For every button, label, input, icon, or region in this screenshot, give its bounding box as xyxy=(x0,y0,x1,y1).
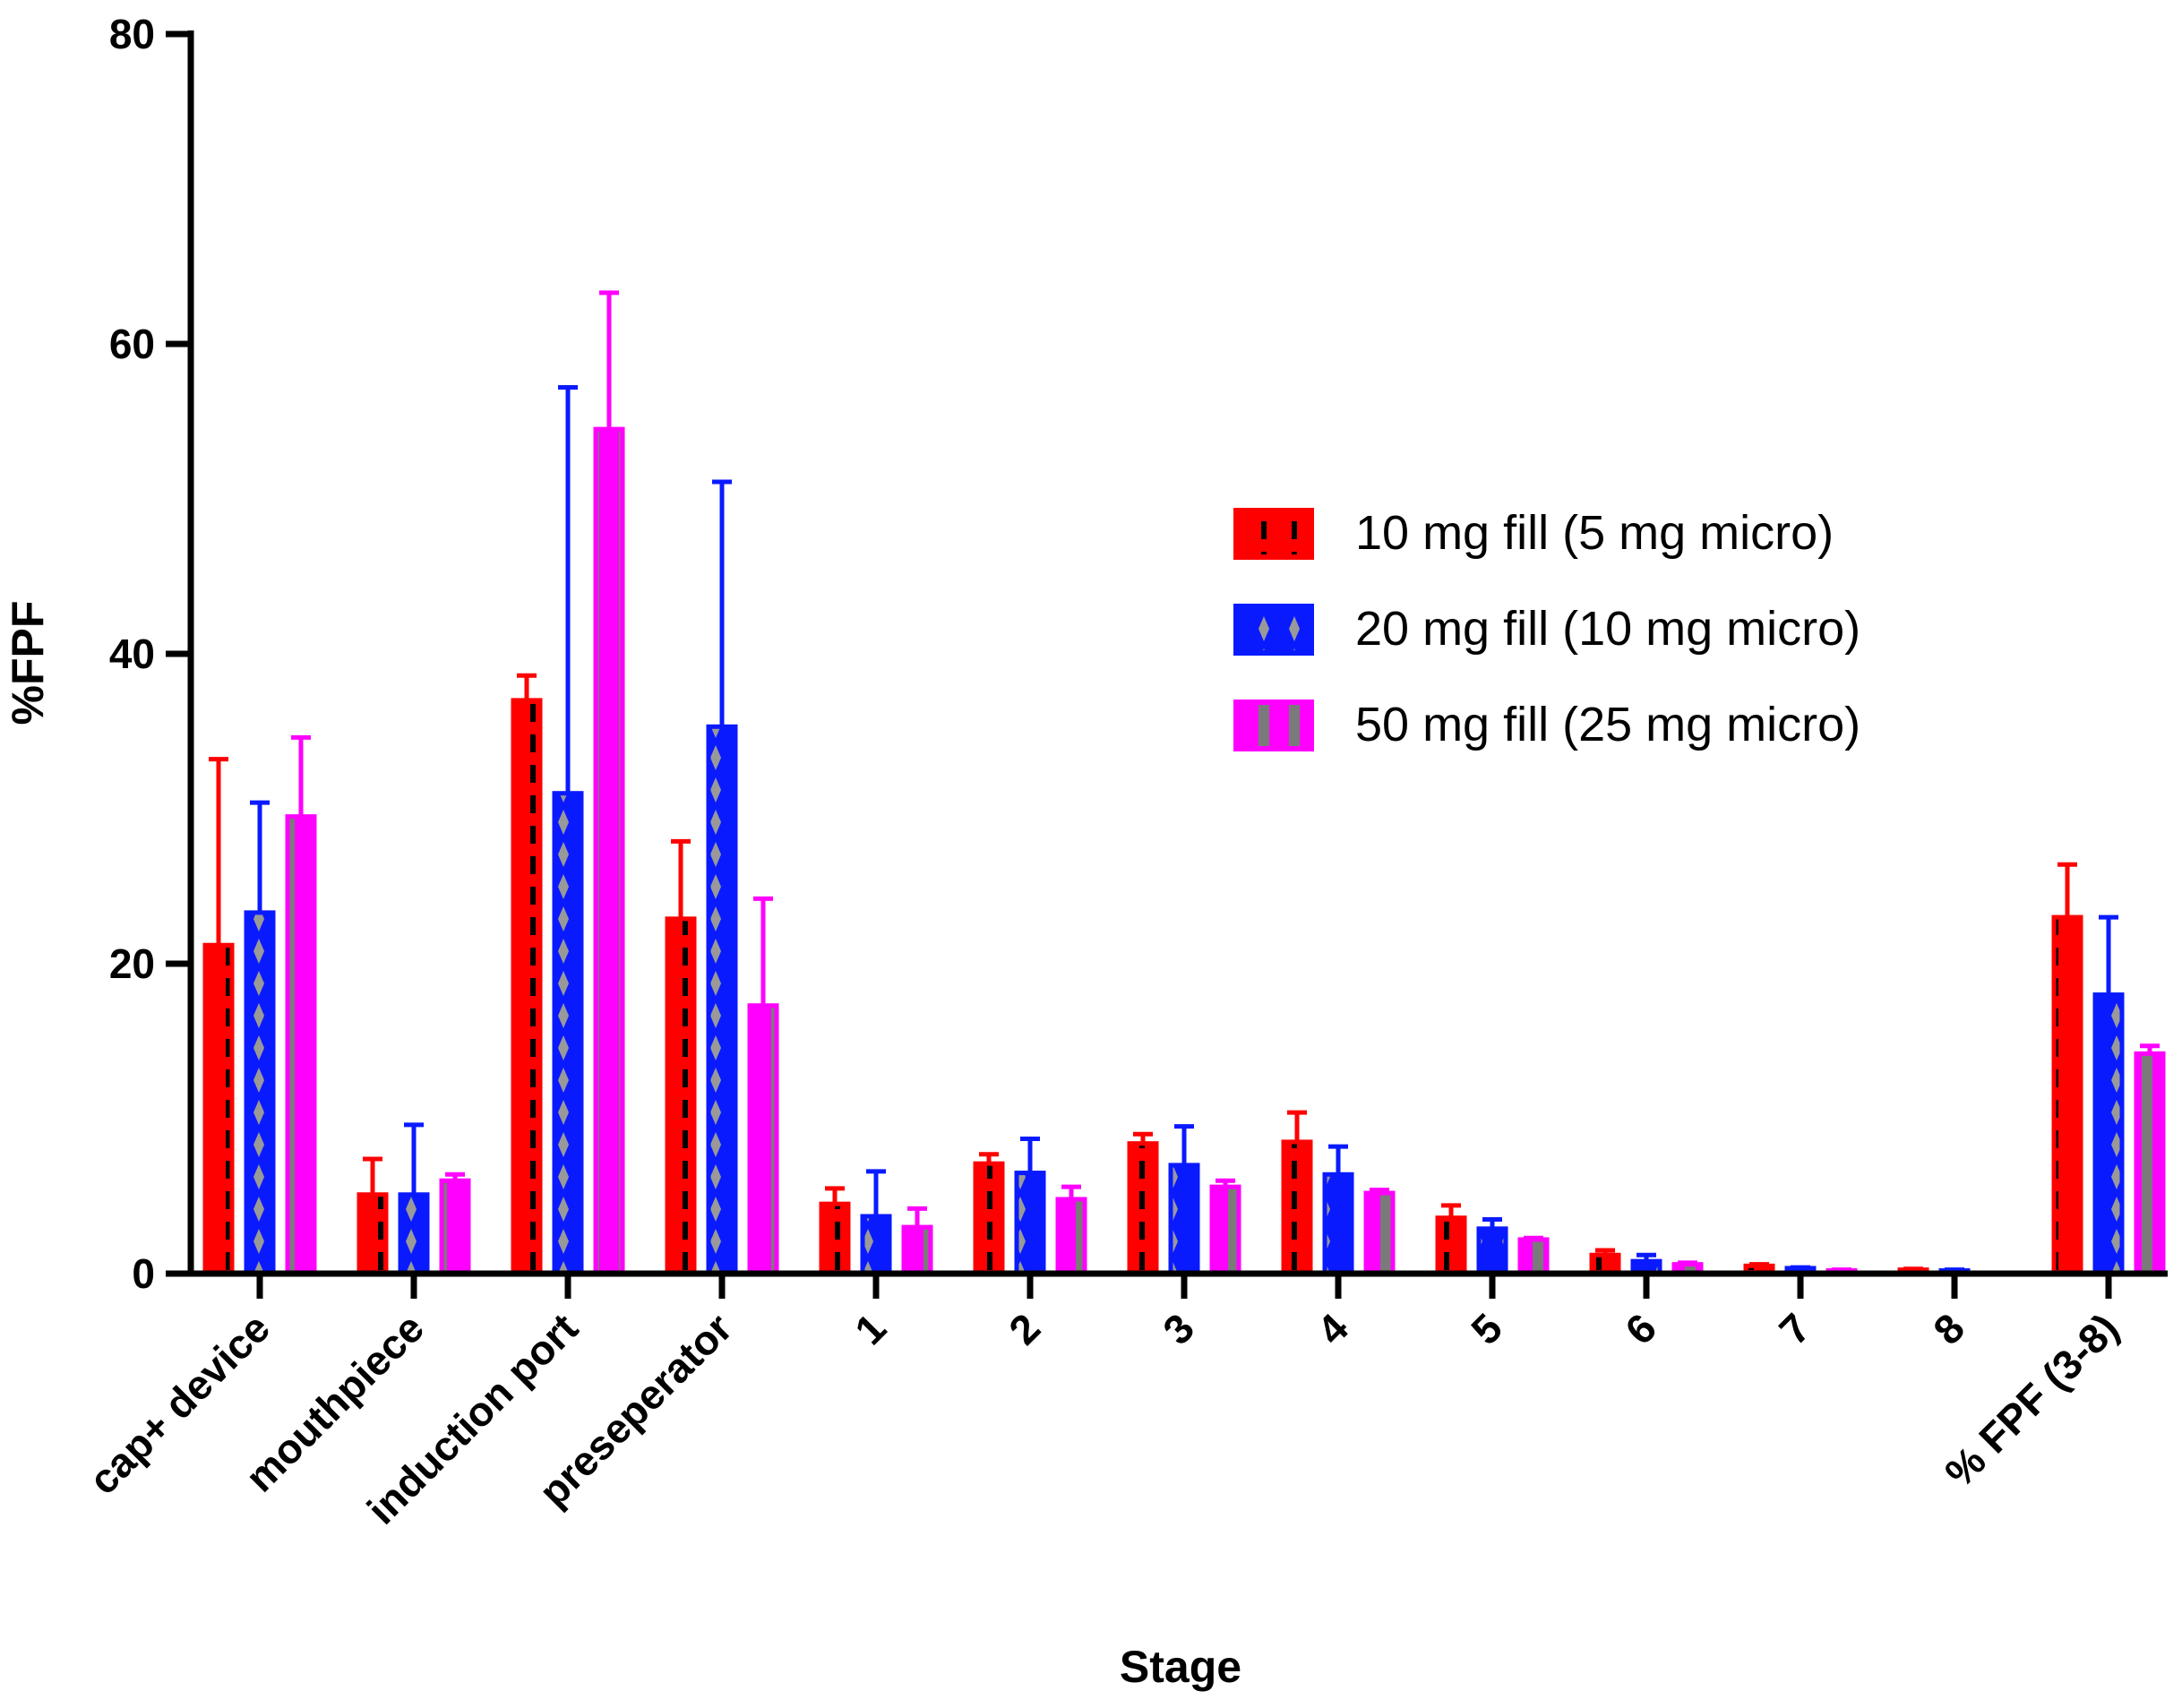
error-bar-1-3 xyxy=(517,673,537,700)
bar-1-3 xyxy=(511,698,543,1276)
error-bar-2-7 xyxy=(1174,1124,1194,1165)
bar-2-1 xyxy=(244,910,276,1276)
bars-layer xyxy=(202,290,2166,1276)
error-bar-2-4 xyxy=(712,479,732,727)
y-tick-label: 60 xyxy=(109,321,155,367)
error-bar-1-6 xyxy=(979,1152,999,1164)
legend-item-2: 20 mg fill (10 mg micro) xyxy=(1233,602,1860,656)
bar-2-5 xyxy=(860,1214,892,1276)
error-bar-1-5 xyxy=(825,1186,845,1205)
y-tick-label: 20 xyxy=(109,940,155,987)
error-bar-1-4 xyxy=(671,838,691,919)
legend-swatch xyxy=(1233,508,1314,560)
error-bar-3-11 xyxy=(1832,1267,1851,1273)
bar-1-6 xyxy=(973,1161,1005,1276)
bar-1-8 xyxy=(1281,1139,1313,1276)
error-bar-3-6 xyxy=(1061,1184,1081,1199)
bar-2-2 xyxy=(398,1192,430,1276)
bar-1-1 xyxy=(202,942,235,1276)
bar-2-8 xyxy=(1322,1172,1354,1276)
bar-2-6 xyxy=(1014,1171,1046,1276)
bar-2-4 xyxy=(706,724,738,1276)
error-bar-3-4 xyxy=(753,896,773,1006)
error-bar-3-5 xyxy=(907,1206,927,1228)
error-bar-1-7 xyxy=(1133,1131,1153,1144)
x-tick-label: 2 xyxy=(1000,1304,1049,1353)
x-tick-label: 4 xyxy=(1308,1304,1357,1353)
y-axis-label: %FPF xyxy=(3,601,53,725)
y-tick-label: 0 xyxy=(132,1250,155,1297)
x-tick-label: 3 xyxy=(1154,1304,1203,1353)
error-bar-3-10 xyxy=(1678,1260,1697,1266)
bar-3-8 xyxy=(1363,1190,1396,1276)
error-bar-1-9 xyxy=(1441,1203,1461,1218)
error-bar-2-6 xyxy=(1020,1136,1040,1173)
legend-item-3: 50 mg fill (25 mg micro) xyxy=(1233,698,1860,751)
error-bar-2-5 xyxy=(866,1169,886,1216)
legend-label: 20 mg fill (10 mg micro) xyxy=(1355,602,1860,656)
bar-3-4 xyxy=(747,1003,779,1276)
bar-3-9 xyxy=(1517,1237,1550,1276)
error-bar-2-1 xyxy=(250,800,270,913)
bar-3-1 xyxy=(285,814,317,1276)
bar-1-2 xyxy=(357,1192,389,1276)
error-bar-3-8 xyxy=(1370,1188,1389,1194)
bar-3-2 xyxy=(439,1178,471,1276)
bar-3-5 xyxy=(901,1224,933,1276)
bar-3-13 xyxy=(2134,1051,2166,1276)
error-bar-2-11 xyxy=(1791,1265,1810,1270)
y-tick-label: 40 xyxy=(109,631,155,677)
error-bar-3-1 xyxy=(291,734,311,817)
legend-item-1: 10 mg fill (5 mg micro) xyxy=(1233,506,1834,560)
error-bar-1-13 xyxy=(2057,862,2077,918)
error-bar-2-10 xyxy=(1636,1252,1656,1262)
y-tick-label: 80 xyxy=(109,11,155,57)
bar-1-9 xyxy=(1435,1215,1467,1276)
x-axis-label: Stage xyxy=(1120,1642,1241,1692)
error-bar-3-9 xyxy=(1524,1235,1543,1240)
x-tick-label: 7 xyxy=(1770,1304,1819,1353)
error-bar-1-12 xyxy=(1903,1266,1923,1272)
error-bar-3-3 xyxy=(599,290,619,430)
bar-2-7 xyxy=(1168,1163,1200,1276)
legend-swatch xyxy=(1233,700,1314,751)
error-bar-2-12 xyxy=(1945,1267,1964,1273)
bar-1-4 xyxy=(665,916,697,1276)
error-bar-1-8 xyxy=(1287,1110,1307,1142)
legend-swatch xyxy=(1233,604,1314,656)
x-tick-label: 8 xyxy=(1924,1304,1973,1353)
error-bar-1-10 xyxy=(1595,1248,1615,1256)
error-bar-1-2 xyxy=(363,1156,382,1195)
error-bar-2-8 xyxy=(1328,1144,1348,1175)
error-bar-2-2 xyxy=(404,1122,424,1195)
error-bar-1-1 xyxy=(209,757,228,946)
error-bar-2-9 xyxy=(1482,1216,1502,1229)
bar-2-13 xyxy=(2092,992,2125,1276)
bar-3-7 xyxy=(1209,1184,1241,1276)
bar-2-3 xyxy=(552,791,584,1276)
x-tick-label: 5 xyxy=(1462,1304,1511,1353)
bar-1-13 xyxy=(2051,914,2083,1276)
x-tick-label: 6 xyxy=(1616,1304,1665,1353)
error-bar-3-2 xyxy=(445,1172,465,1181)
bar-1-7 xyxy=(1127,1141,1159,1276)
x-tick-label: 1 xyxy=(846,1304,895,1353)
legend-label: 10 mg fill (5 mg micro) xyxy=(1355,506,1834,560)
bar-3-3 xyxy=(593,426,625,1276)
bar-3-6 xyxy=(1055,1197,1087,1276)
legend: 10 mg fill (5 mg micro) 20 mg fill (10 mg… xyxy=(1233,506,1860,751)
error-bar-1-11 xyxy=(1749,1262,1769,1267)
error-bar-3-7 xyxy=(1216,1178,1235,1188)
error-bar-3-13 xyxy=(2140,1043,2160,1054)
error-bar-2-13 xyxy=(2099,914,2118,995)
error-bar-2-3 xyxy=(558,384,578,794)
bar-1-5 xyxy=(819,1201,851,1276)
legend-label: 50 mg fill (25 mg micro) xyxy=(1355,698,1860,751)
bar-2-9 xyxy=(1476,1226,1508,1276)
